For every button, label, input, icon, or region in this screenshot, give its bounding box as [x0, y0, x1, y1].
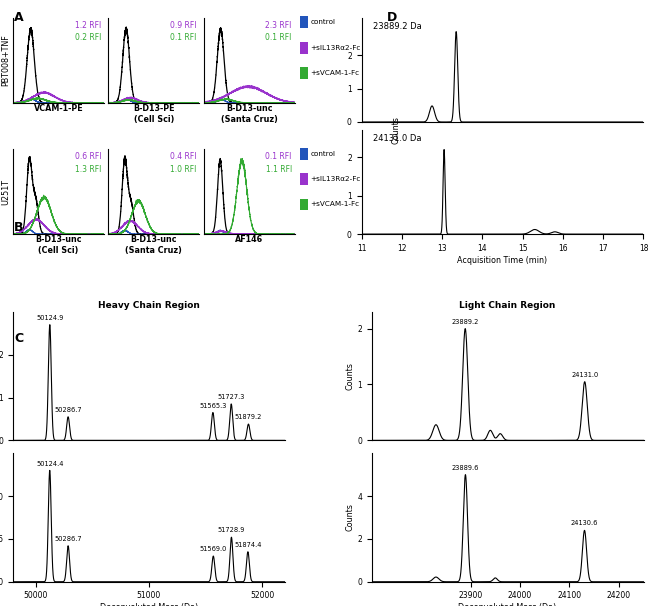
Text: control: control	[311, 151, 335, 157]
X-axis label: Deconvoluted Mass (Da): Deconvoluted Mass (Da)	[458, 603, 557, 606]
Text: Counts: Counts	[391, 116, 400, 144]
Text: 0.6 RFI: 0.6 RFI	[75, 152, 101, 161]
X-axis label: Deconvoluted Mass (Da): Deconvoluted Mass (Da)	[99, 603, 198, 606]
Text: 1.0 RFI: 1.0 RFI	[170, 165, 196, 174]
Text: 0.1 RFI: 0.1 RFI	[265, 33, 292, 42]
Text: 50286.7: 50286.7	[55, 536, 82, 542]
Text: 51565.3: 51565.3	[199, 402, 227, 408]
Text: control: control	[311, 19, 335, 25]
Bar	[300, 199, 308, 210]
Bar	[300, 148, 308, 159]
Text: 1.1 RFI: 1.1 RFI	[266, 165, 292, 174]
Bar	[300, 42, 308, 54]
X-axis label: B-D13-unc
(Santa Cruz): B-D13-unc (Santa Cruz)	[221, 104, 278, 124]
Text: +sVCAM-1-Fc: +sVCAM-1-Fc	[311, 70, 359, 76]
Text: 23889.2 Da: 23889.2 Da	[373, 22, 422, 32]
Text: 0.1 RFI: 0.1 RFI	[265, 152, 292, 161]
Text: 0.2 RFI: 0.2 RFI	[75, 33, 101, 42]
Text: 51727.3: 51727.3	[218, 394, 245, 400]
Y-axis label: U251T: U251T	[1, 179, 10, 205]
Text: +sVCAM-1-Fc: +sVCAM-1-Fc	[311, 201, 359, 207]
Text: +sIL13Rα2-Fc: +sIL13Rα2-Fc	[311, 176, 361, 182]
Text: 51879.2: 51879.2	[235, 415, 262, 420]
Bar	[300, 173, 308, 185]
X-axis label: B-D13-unc
(Santa Cruz): B-D13-unc (Santa Cruz)	[125, 236, 182, 255]
Title: Light Chain Region: Light Chain Region	[460, 301, 556, 310]
Text: 1.2 RFI: 1.2 RFI	[75, 21, 101, 30]
Y-axis label: Counts: Counts	[345, 504, 354, 531]
Text: 0.1 RFI: 0.1 RFI	[170, 33, 196, 42]
Text: 24131.0 Da: 24131.0 Da	[373, 135, 421, 144]
Text: 1.3 RFI: 1.3 RFI	[75, 165, 101, 174]
Text: C: C	[14, 332, 23, 345]
Text: +sIL13Rα2-Fc: +sIL13Rα2-Fc	[311, 45, 361, 51]
Text: 23889.6: 23889.6	[452, 465, 479, 471]
Text: 51569.0: 51569.0	[200, 546, 227, 552]
Text: 2.3 RFI: 2.3 RFI	[265, 21, 292, 30]
Text: 0.9 RFI: 0.9 RFI	[170, 21, 196, 30]
Bar	[300, 16, 308, 28]
X-axis label: Acquisition Time (min): Acquisition Time (min)	[458, 256, 547, 265]
X-axis label: B-D13-unc
(Cell Sci): B-D13-unc (Cell Sci)	[35, 236, 82, 255]
Y-axis label: PBT008+TNF: PBT008+TNF	[1, 35, 10, 87]
Text: 0.4 RFI: 0.4 RFI	[170, 152, 196, 161]
X-axis label: B-D13-PE
(Cell Sci): B-D13-PE (Cell Sci)	[133, 104, 174, 124]
Text: 50124.9: 50124.9	[36, 315, 64, 321]
Text: D: D	[387, 11, 397, 24]
X-axis label: VCAM-1-PE: VCAM-1-PE	[34, 104, 83, 113]
Bar	[300, 67, 308, 79]
Text: 23889.2: 23889.2	[452, 319, 479, 325]
Text: A: A	[14, 11, 24, 24]
X-axis label: AF146: AF146	[235, 236, 263, 244]
Text: 50124.4: 50124.4	[36, 461, 64, 467]
Text: B: B	[14, 221, 24, 235]
Y-axis label: Counts: Counts	[345, 362, 354, 390]
Text: 24130.6: 24130.6	[571, 521, 598, 527]
Text: 51874.4: 51874.4	[234, 542, 262, 548]
Text: 51728.9: 51728.9	[218, 527, 245, 533]
Title: Heavy Chain Region: Heavy Chain Region	[98, 301, 200, 310]
Text: 50286.7: 50286.7	[55, 407, 82, 413]
Text: 24131.0: 24131.0	[571, 372, 598, 378]
